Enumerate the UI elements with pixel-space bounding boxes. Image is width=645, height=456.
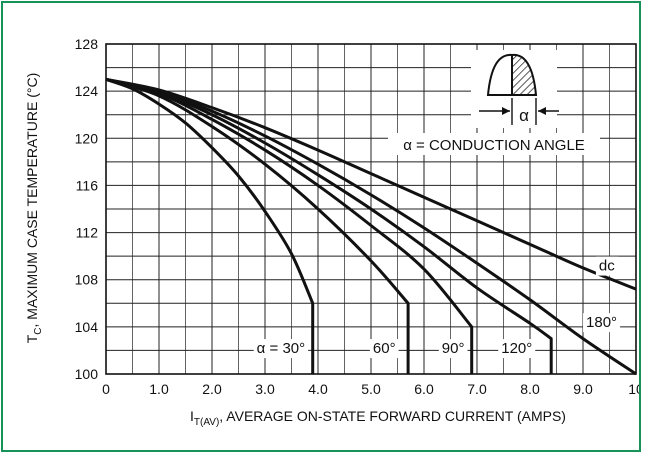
y-tick-label: 116 <box>76 177 99 193</box>
x-tick-label: 0 <box>102 381 110 397</box>
x-tick-label: 9.0 <box>573 381 593 397</box>
grid <box>105 43 637 375</box>
x-axis-title: IT(AV), AVERAGE ON-STATE FORWARD CURRENT… <box>190 408 566 428</box>
y-tick-label: 120 <box>75 130 99 146</box>
y-tick-label: 128 <box>75 36 99 52</box>
series-curve <box>105 77 637 291</box>
alpha-symbol: α <box>519 106 529 125</box>
tick-labels: 0 1.0 2.0 3.0 4.0 5.0 6.0 7.0 8.0 9.0 10 100 104 108 1… <box>75 36 639 397</box>
y-tick-label: 108 <box>75 272 99 288</box>
y-tick-label: 100 <box>75 366 99 382</box>
y-axis-title: TC, MAXIMUM CASE TEMPERATURE (°C) <box>24 73 44 344</box>
series-curve <box>105 77 410 374</box>
x-tick-label: 7.0 <box>467 381 487 397</box>
y-tick-label: 112 <box>76 225 99 241</box>
series-curve <box>105 77 553 374</box>
series-label-backing <box>583 313 621 333</box>
conduction-angle-inset: α α = CONDUCTION ANGLE <box>388 50 600 155</box>
y-tick-label: 104 <box>75 319 99 335</box>
note-backing <box>388 133 600 155</box>
series-label: 180° <box>586 314 617 331</box>
axis-titles: IT(AV), AVERAGE ON-STATE FORWARD CURRENT… <box>24 73 566 428</box>
series-label-backing <box>253 339 309 359</box>
arrow-left-head <box>502 107 510 115</box>
series-label-backing <box>595 256 619 276</box>
arrow-right-head <box>538 107 546 115</box>
series-labels: α = 30° 60° 90° 120° 180° dc <box>253 256 621 359</box>
waveform-shaded <box>511 53 538 96</box>
series-label: 120° <box>501 340 532 357</box>
x-tick-label: 4.0 <box>308 381 328 397</box>
series-curve <box>105 77 474 374</box>
x-tick-label: 6.0 <box>414 381 434 397</box>
series-curve <box>105 77 637 376</box>
series-curve <box>105 77 315 374</box>
x-tick-label: 3.0 <box>255 381 275 397</box>
plot-border <box>105 43 637 375</box>
temperature-derating-chart: α = 30° 60° 90° 120° 180° dc α α = CONDUCTION … <box>24 36 639 428</box>
series-label: α = 30° <box>257 340 305 357</box>
x-tick-label: 5.0 <box>361 381 381 397</box>
x-tick-label: 8.0 <box>520 381 540 397</box>
y-tick-label: 124 <box>75 83 99 99</box>
x-tick-label: 1.0 <box>149 381 169 397</box>
conduction-angle-note: α = CONDUCTION ANGLE <box>403 137 585 154</box>
series-label-backing <box>438 339 468 359</box>
series-label-backing <box>369 339 399 359</box>
series-label-backing <box>498 339 536 359</box>
series-label: 90° <box>442 340 465 357</box>
curves <box>105 77 637 376</box>
series-label: dc <box>599 258 615 275</box>
x-tick-label: 10 <box>628 381 639 397</box>
series-label: 60° <box>373 340 396 357</box>
x-tick-label: 2.0 <box>202 381 222 397</box>
